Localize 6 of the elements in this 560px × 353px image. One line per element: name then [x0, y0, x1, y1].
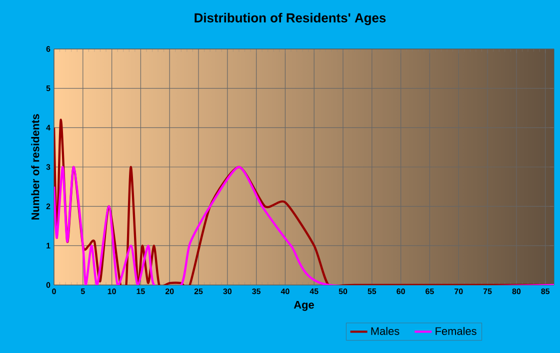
- y-axis-title: Number of residents: [31, 114, 40, 220]
- chart-title: Distribution of Residents' Ages: [194, 12, 386, 26]
- x-axis-title: Age: [294, 301, 314, 311]
- legend-label: Females: [436, 326, 476, 335]
- line-series: [54, 166, 554, 285]
- legend-label: Males: [371, 326, 400, 335]
